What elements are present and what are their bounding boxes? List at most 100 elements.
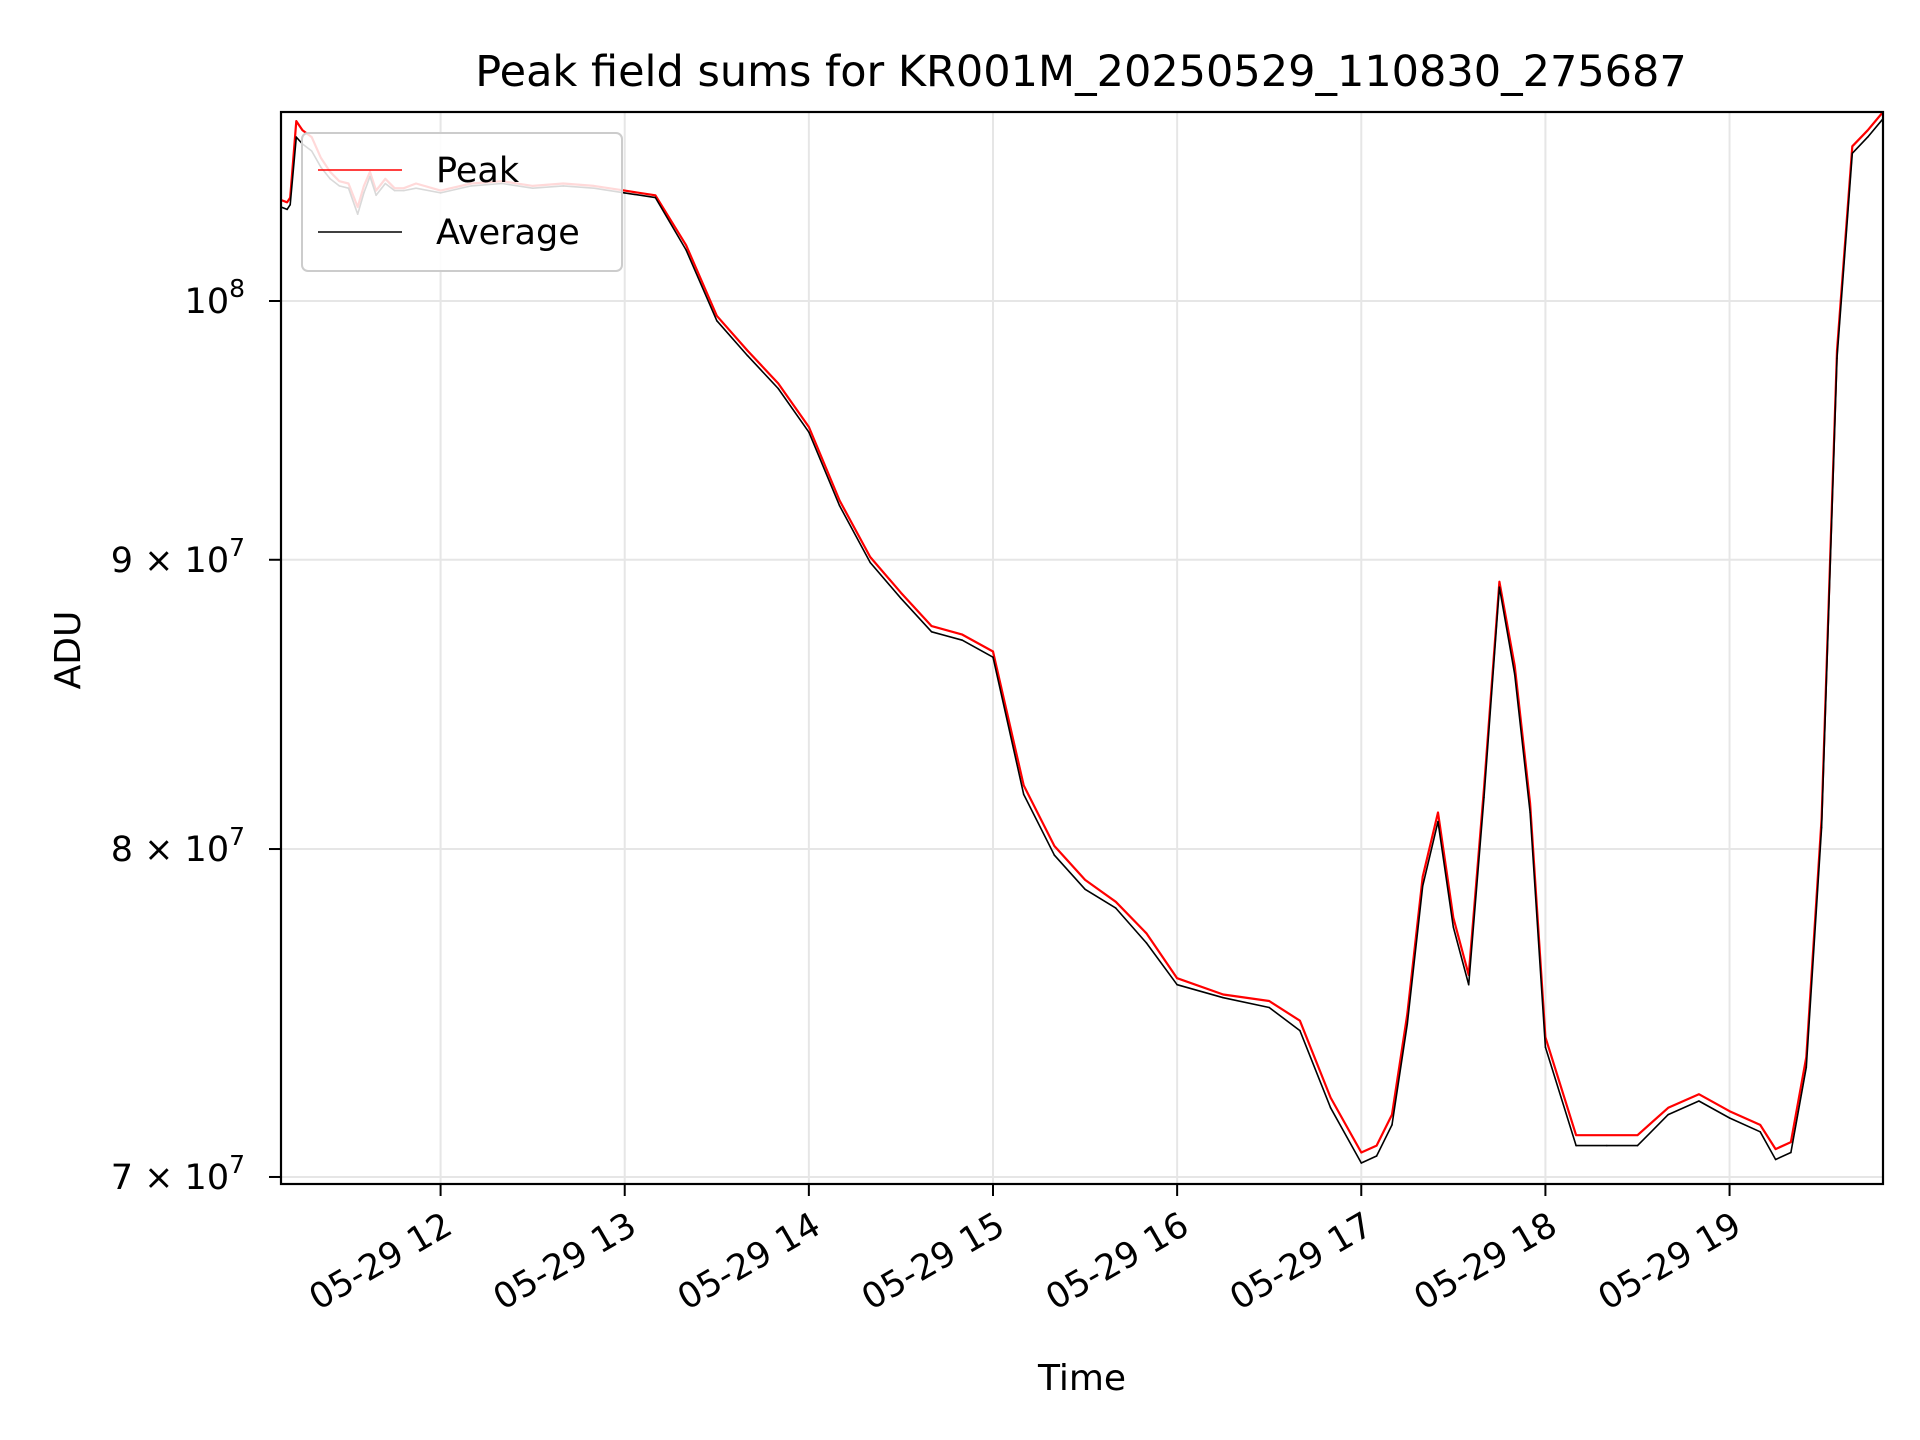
data-point-peak <box>286 201 288 204</box>
legend-label-peak: Peak <box>436 151 520 191</box>
data-point-peak <box>1375 1144 1378 1147</box>
data-point-peak <box>1667 1107 1669 1109</box>
data-point-average <box>1851 152 1854 155</box>
legend-label-average: Average <box>436 213 580 253</box>
data-point-average <box>777 387 779 390</box>
data-point-average <box>1022 793 1025 796</box>
data-point-peak <box>1728 1110 1731 1112</box>
data-point-peak <box>1421 876 1424 878</box>
data-point-peak <box>1513 664 1516 667</box>
data-point-average <box>808 431 810 434</box>
data-point-average <box>838 505 841 507</box>
data-point-average <box>1483 796 1485 799</box>
data-point-peak <box>777 382 779 385</box>
data-point-average <box>1115 907 1117 909</box>
data-point-peak <box>1053 845 1056 847</box>
data-point-peak <box>1774 1148 1777 1150</box>
data-point-average <box>1145 942 1148 944</box>
data-point-average <box>1636 1144 1639 1147</box>
data-point-peak <box>1698 1093 1700 1095</box>
legend: Peak Average <box>301 132 623 272</box>
data-point-peak <box>1084 879 1086 881</box>
data-point-peak <box>808 426 810 428</box>
data-point-peak <box>623 189 626 192</box>
data-point-peak <box>746 349 749 352</box>
data-point-average <box>1053 854 1056 856</box>
data-point-peak <box>1391 1113 1393 1116</box>
data-point-average <box>286 208 288 211</box>
data-point-average <box>1805 1066 1808 1068</box>
y-axis-title: ADU <box>48 611 89 690</box>
data-point-average <box>900 597 902 600</box>
data-point-average <box>1820 826 1823 829</box>
data-point-peak <box>1268 1000 1270 1002</box>
data-point-average <box>1606 1144 1608 1147</box>
x-axis-title: Time <box>1037 1358 1126 1399</box>
data-point-average <box>1084 888 1086 891</box>
data-point-average <box>1575 1144 1577 1147</box>
data-point-average <box>1268 1006 1270 1009</box>
data-point-average <box>1375 1155 1378 1157</box>
data-point-peak <box>295 120 298 122</box>
data-point-average <box>1360 1162 1363 1164</box>
data-point-peak <box>961 633 964 636</box>
data-point-average <box>1406 1023 1409 1025</box>
data-point-average <box>930 631 933 633</box>
data-point-peak <box>900 591 902 594</box>
data-point-average <box>1222 996 1224 999</box>
data-point-average <box>1467 983 1470 986</box>
chart-title: Peak field sums for KR001M_20250529_1108… <box>475 47 1687 97</box>
data-point-peak <box>1115 901 1117 903</box>
data-point-average <box>1452 926 1455 928</box>
data-point-peak <box>716 315 718 317</box>
data-point-average <box>1329 1107 1332 1109</box>
data-point-peak <box>1360 1151 1363 1154</box>
data-point-peak <box>1866 129 1869 132</box>
data-point-average <box>623 192 626 194</box>
data-point-average <box>992 656 994 658</box>
data-point-peak <box>1452 916 1455 919</box>
data-point-average <box>654 196 657 199</box>
legend-box <box>301 132 623 272</box>
data-point-average <box>1544 1046 1547 1048</box>
data-point-average <box>1759 1131 1761 1133</box>
data-point-peak <box>1299 1019 1301 1022</box>
data-point-peak <box>1790 1141 1792 1143</box>
plot-frame <box>279 110 1885 1186</box>
data-point-peak <box>838 499 841 502</box>
data-point-peak <box>1437 811 1439 814</box>
data-point-peak <box>1022 784 1025 787</box>
data-point-average <box>1498 586 1501 588</box>
y-tick-label: 7 × 107 <box>111 1150 245 1198</box>
data-point-average <box>1391 1124 1393 1126</box>
data-point-peak <box>1145 932 1148 935</box>
data-point-average <box>685 249 687 251</box>
data-point-peak <box>1222 993 1224 996</box>
data-point-average <box>289 203 292 206</box>
data-point-peak <box>930 625 933 627</box>
data-point-peak <box>1851 145 1854 148</box>
data-point-average <box>1513 673 1516 676</box>
data-point-average <box>1176 983 1178 986</box>
data-point-average <box>746 354 749 357</box>
data-point-average <box>1421 885 1424 887</box>
data-point-peak <box>869 556 871 558</box>
data-point-average <box>961 639 964 641</box>
data-point-average <box>1698 1100 1700 1102</box>
data-point-average <box>1790 1151 1792 1154</box>
y-tick-label: 9 × 107 <box>111 533 245 581</box>
data-point-peak <box>1176 977 1178 979</box>
y-tick-label: 8 × 107 <box>111 822 245 870</box>
data-point-average <box>1437 820 1439 823</box>
grid <box>281 112 1883 1184</box>
data-point-average <box>869 561 871 564</box>
data-point-peak <box>1606 1134 1608 1136</box>
data-point-average <box>1774 1158 1777 1161</box>
data-point-average <box>1299 1029 1301 1032</box>
data-point-peak <box>1329 1096 1332 1099</box>
data-point-peak <box>992 650 994 653</box>
data-point-peak <box>1636 1134 1639 1136</box>
data-point-peak <box>1498 580 1501 583</box>
data-point-average <box>1667 1113 1669 1116</box>
